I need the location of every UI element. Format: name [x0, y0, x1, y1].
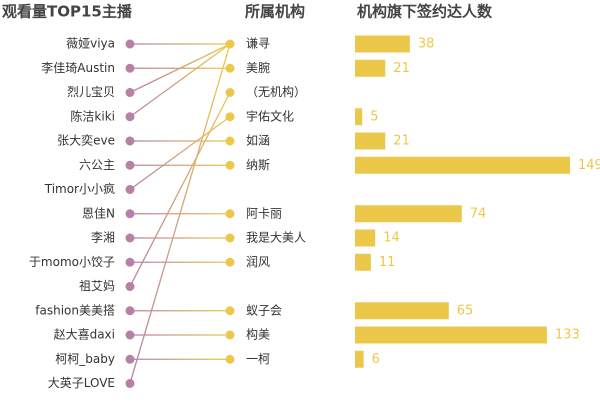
bar: [355, 229, 376, 247]
streamer-dot: [125, 63, 135, 73]
value-label: 11: [379, 255, 396, 270]
bar: [355, 59, 386, 77]
value-label: 38: [418, 37, 435, 52]
header: 所属机构: [245, 3, 305, 21]
streamer-dot: [125, 306, 135, 316]
agency-label: 构美: [246, 327, 270, 342]
agency-dot: [225, 136, 235, 146]
streamer-dot: [125, 39, 135, 49]
streamer-dot: [125, 209, 135, 219]
agency-dot: [225, 209, 235, 219]
bar: [355, 108, 363, 126]
bar: [355, 205, 462, 223]
bar: [355, 253, 371, 271]
value-label: 74: [470, 206, 487, 221]
agency-label: 宇佑文化: [246, 108, 294, 123]
link: [129, 92, 231, 287]
streamer-dot: [125, 354, 135, 364]
value-label: 6: [372, 352, 380, 367]
agency-dot: [225, 233, 235, 243]
link: [129, 116, 231, 191]
agency-dot: [225, 39, 235, 49]
streamer-label: 于momo小饺子: [29, 254, 115, 269]
streamer-dot: [125, 330, 135, 340]
streamer-label: Timor小小疯: [44, 181, 115, 196]
streamer-label: 大英子LOVE: [48, 376, 115, 390]
header: 观看量TOP15主播: [2, 3, 133, 21]
link: [129, 43, 231, 118]
agency-dot: [225, 63, 235, 73]
agency-dot: [225, 112, 235, 122]
streamer-label: 张大奕eve: [57, 133, 115, 148]
streamer-label: 陈洁kiki: [70, 108, 115, 123]
streamer-label: 赵大喜daxi: [54, 328, 115, 342]
agency-dot: [225, 160, 235, 170]
streamer-dot: [125, 257, 135, 267]
bar: [355, 35, 410, 53]
streamer-dot: [125, 233, 135, 243]
value-label: 5: [370, 109, 378, 124]
value-label: 21: [393, 61, 410, 76]
streamer-dot: [125, 112, 135, 122]
agency-dot: [225, 257, 235, 267]
value-label: 149: [578, 158, 600, 173]
value-label: 65: [457, 303, 474, 318]
streamer-label: 烈儿宝贝: [67, 85, 115, 99]
bar: [355, 302, 449, 320]
agency-label: 如涵: [246, 133, 270, 148]
agency-label: 纳斯: [246, 158, 270, 172]
streamer-dot: [125, 282, 135, 291]
link: [129, 43, 231, 384]
bar: [355, 326, 547, 344]
agency-dot: [225, 88, 235, 97]
agency-label: 我是大美人: [246, 231, 306, 245]
streamer-dot: [125, 185, 135, 194]
agency-dot: [225, 354, 235, 364]
value-label: 14: [383, 231, 400, 246]
link: [129, 43, 231, 94]
header: 机构旗下签约达人数: [357, 3, 493, 21]
agency-label: 一柯: [246, 352, 270, 366]
agency-label: 美腕: [246, 60, 270, 75]
streamer-dot: [125, 160, 135, 170]
streamer-label: 李湘: [91, 230, 115, 245]
streamer-label: 六公主: [79, 158, 115, 172]
streamer-dot: [125, 136, 135, 146]
agency-dot: [225, 306, 235, 316]
streamer-label: 恩佳N: [82, 206, 115, 220]
streamer-label: 柯柯_baby: [55, 352, 115, 366]
value-label: 21: [393, 134, 410, 149]
agency-label: 谦寻: [246, 37, 270, 51]
agency-label: 润风: [246, 255, 270, 269]
streamer-label: 祖艾妈: [79, 278, 115, 293]
streamer-label: 薇娅viya: [66, 37, 115, 51]
streamer-label: 李佳琦Austin: [41, 60, 115, 75]
agency-label: （无机构）: [246, 84, 306, 99]
value-label: 133: [555, 328, 580, 343]
bar: [355, 156, 570, 174]
bar: [355, 132, 386, 150]
streamer-dot: [125, 88, 135, 97]
agency-dot: [225, 330, 235, 340]
agency-label: 蚁子会: [246, 303, 282, 317]
agency-label: 阿卡丽: [246, 206, 282, 220]
streamer-label: fashion美美搭: [35, 303, 115, 317]
bar: [355, 350, 364, 368]
streamer-dot: [125, 379, 135, 388]
